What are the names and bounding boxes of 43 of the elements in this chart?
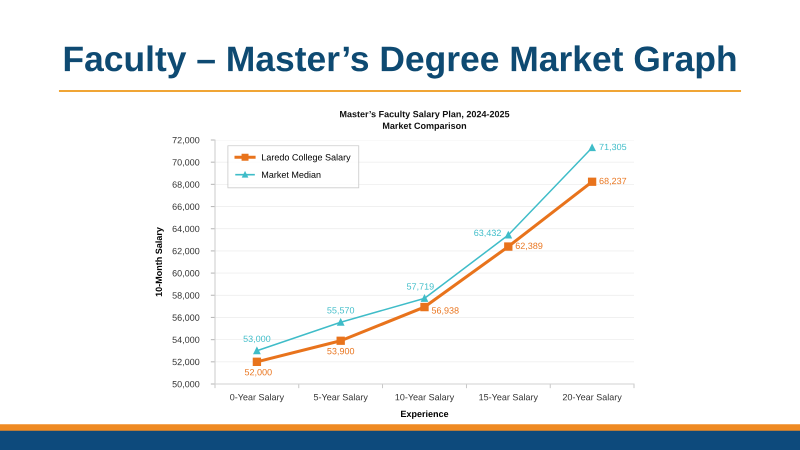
data-label: 57,719	[406, 283, 434, 291]
y-tick-label: 56,000	[172, 314, 200, 322]
y-tick-label: 70,000	[172, 159, 200, 167]
y-tick-label: 64,000	[172, 226, 200, 234]
y-axis-title: 10-Month Salary	[155, 227, 164, 296]
y-tick-label: 72,000	[172, 136, 200, 144]
y-tick-label: 68,000	[172, 181, 200, 189]
data-label: 55,570	[327, 307, 354, 315]
x-tick-label: 5-Year Salary	[314, 394, 368, 402]
point	[420, 302, 429, 312]
point	[253, 347, 260, 354]
y-tick-label: 62,000	[172, 248, 200, 256]
y-tick-label: 52,000	[172, 358, 200, 366]
point	[504, 242, 512, 251]
data-label: 63,432	[474, 230, 501, 238]
y-tick-label: 50,000	[172, 380, 200, 388]
x-tick-label: 15-Year Salary	[479, 394, 538, 402]
data-label: 53,900	[327, 348, 354, 356]
x-tick-label: 20-Year Salary	[562, 394, 622, 402]
y-tick-label: 66,000	[172, 204, 200, 211]
data-label: 68,237	[600, 178, 626, 186]
point	[252, 358, 262, 366]
chart-title: Faculty – Master’s Degree Market Graph	[64, 45, 736, 79]
point	[504, 232, 512, 238]
legend-label: Laredo College Salary	[262, 154, 351, 162]
x-tick-label: 10-Year Salary	[395, 394, 454, 402]
data-label: 52,000	[244, 369, 272, 376]
y-tick-label: 60,000	[172, 270, 200, 278]
y-tick-label: 58,000	[172, 292, 200, 300]
data-label: 53,000	[243, 336, 270, 344]
data-label: 62,389	[516, 242, 542, 250]
point	[337, 318, 344, 326]
data-label: 71,305	[600, 144, 626, 152]
data-label: 56,938	[432, 307, 459, 315]
point	[421, 294, 428, 302]
legend-label: Market Median	[262, 171, 320, 178]
y-tick-label: 54,000	[172, 336, 200, 344]
point	[588, 178, 596, 186]
chart-subtitle: Master’s Faculty Salary Plan, 2024-2025 Market Comparison	[340, 110, 510, 131]
x-axis-title: Experience	[401, 410, 448, 419]
x-tick-label: 0-Year Salary	[230, 394, 284, 402]
point	[588, 144, 596, 152]
point	[336, 336, 345, 345]
